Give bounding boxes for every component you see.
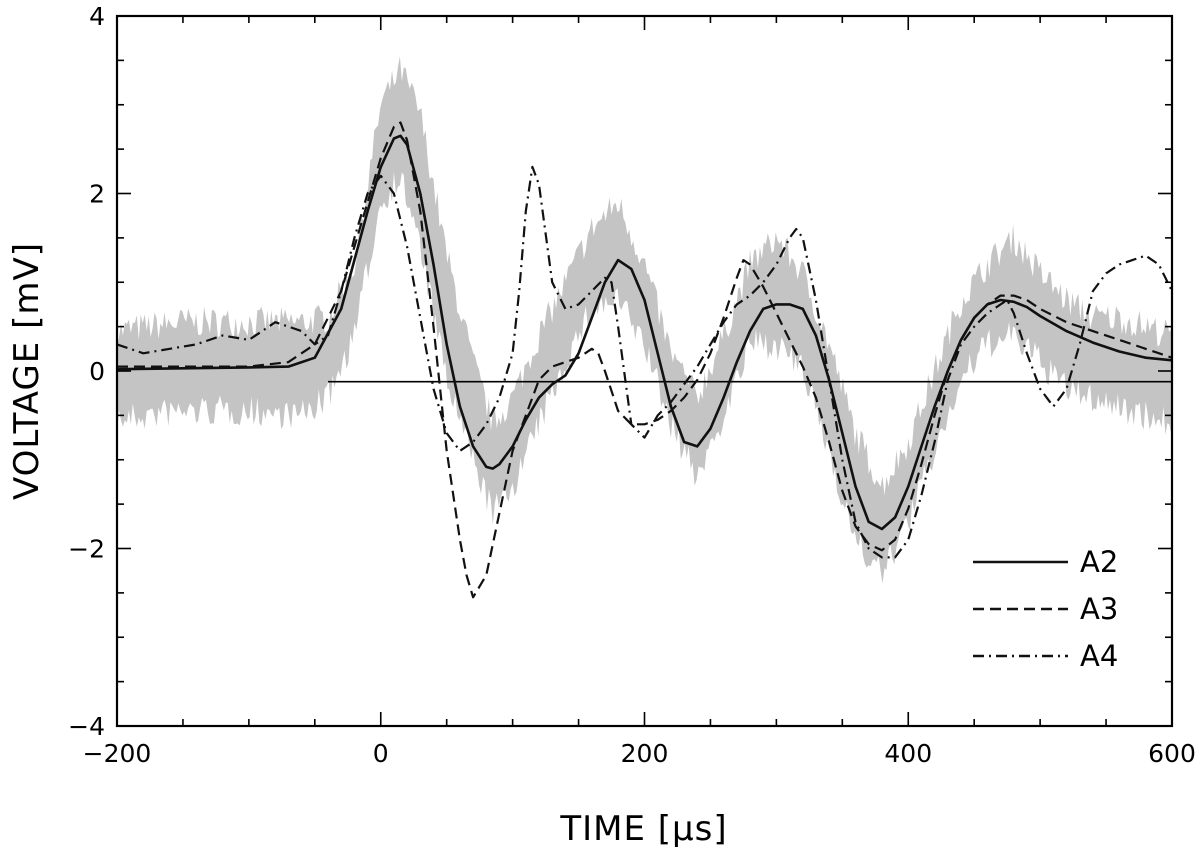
y-tick-label: 2 — [89, 180, 105, 209]
legend-label-a3: A3 — [1080, 592, 1118, 626]
y-tick-label: 4 — [89, 2, 105, 31]
series-a3 — [117, 121, 1173, 599]
x-axis-title: TIME [μs] — [559, 809, 727, 849]
series-layer — [116, 121, 1173, 599]
x-tick-label: −200 — [83, 739, 152, 768]
tick-layer — [116, 15, 1173, 727]
legend-label-a4: A4 — [1080, 639, 1118, 673]
tick-label-layer: −200 0 200 400 600 −4 −2 0 2 4 — [68, 2, 1196, 768]
noise-band — [117, 56, 1172, 584]
legend-label-a2: A2 — [1080, 545, 1118, 579]
y-axis-title: VOLTAGE [mV] — [7, 242, 47, 500]
x-tick-label: 200 — [621, 739, 669, 768]
y-tick-label: −4 — [68, 712, 105, 741]
y-tick-label: 0 — [89, 357, 105, 386]
band-layer — [117, 56, 1172, 584]
series-a4 — [116, 165, 1173, 559]
x-tick-label: 0 — [373, 739, 389, 768]
x-tick-label: 600 — [1148, 739, 1196, 768]
x-tick-label: 400 — [884, 739, 932, 768]
legend: A2 A3 A4 — [973, 545, 1118, 673]
y-tick-label: −2 — [68, 535, 105, 564]
